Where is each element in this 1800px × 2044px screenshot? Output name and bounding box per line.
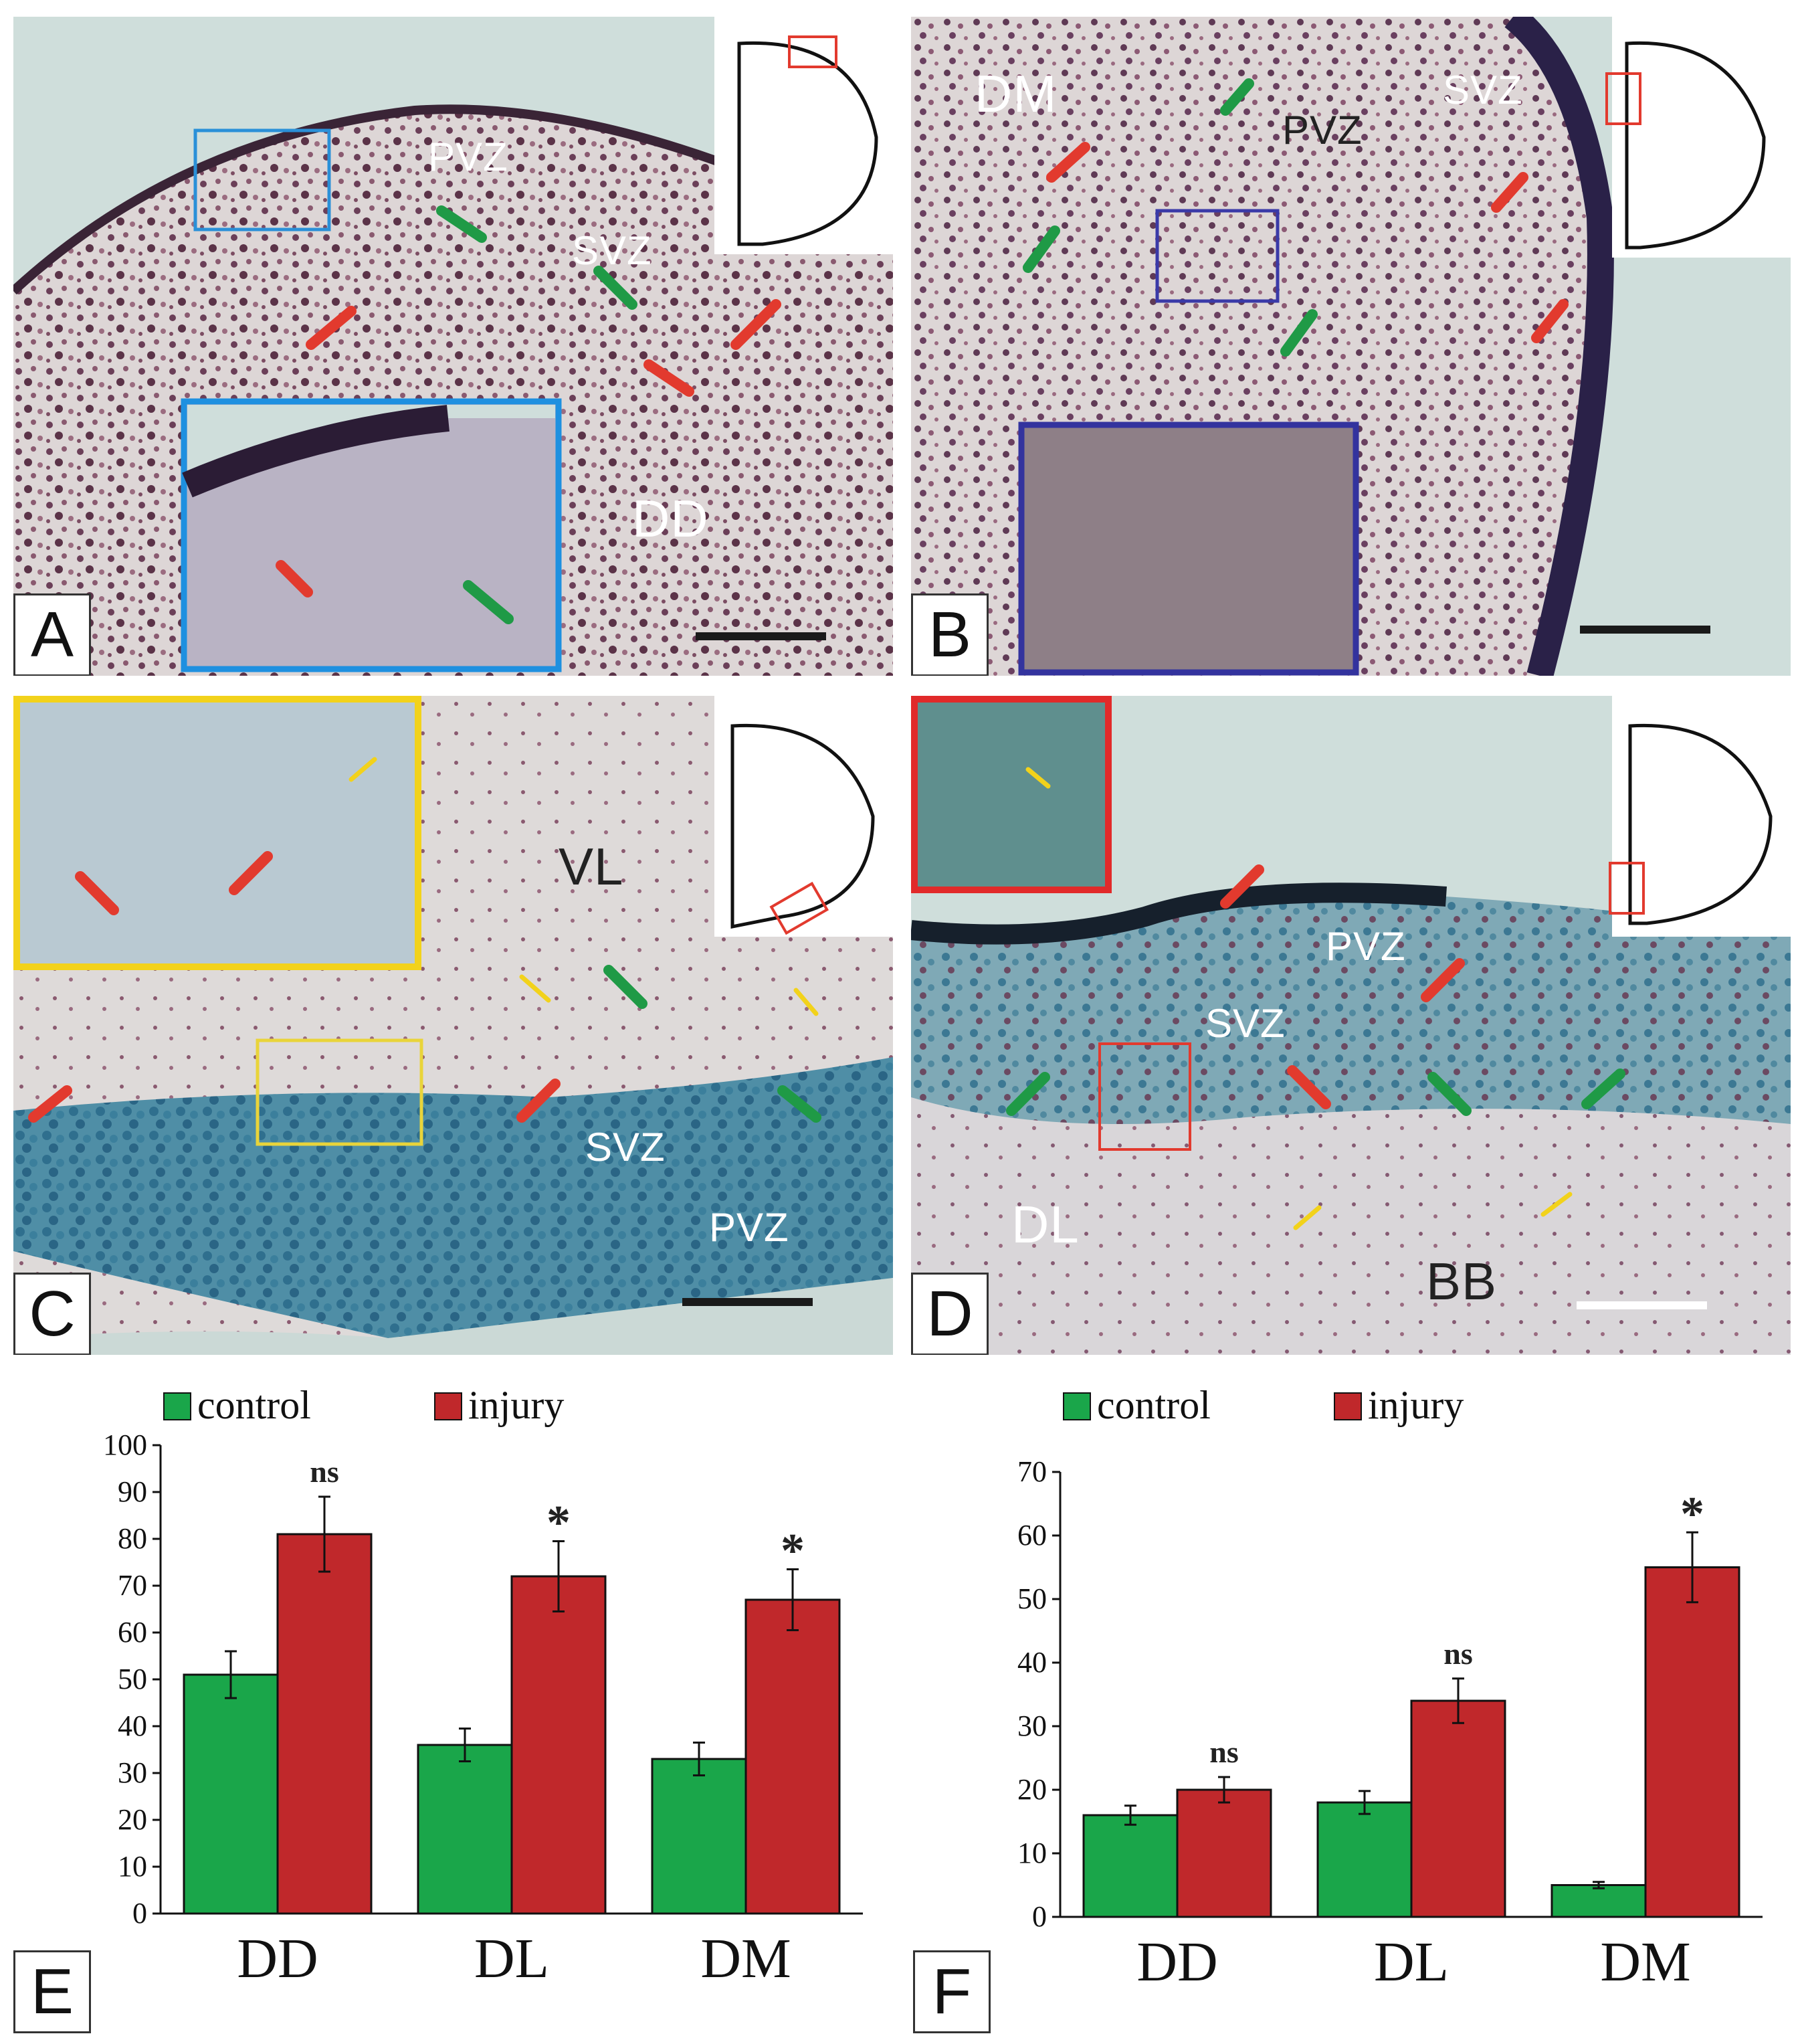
chart-f-ytick-label-4: 40 (1017, 1646, 1047, 1679)
chart-f-bar-control-DM (1551, 1884, 1647, 1918)
chart-f: 0 10 20 30 40 50 60 70 ns DD ns DL * DM control injury … (900, 1378, 1800, 2044)
tissue-section-a (13, 17, 893, 676)
chart-f-category-label-DD: DD (1136, 1931, 1217, 1993)
chart-e-ytick-label-7: 70 (118, 1569, 147, 1602)
label-pvz-b: PVZ (1282, 108, 1363, 153)
chart-e-legend-swatch-injury (434, 1392, 462, 1420)
micrograph-panel-b: DM PVZ SVZ B (911, 17, 1791, 676)
chart-e-annotation-DM: * (781, 1524, 805, 1578)
chart-f-annotation-DM: * (1680, 1487, 1704, 1540)
chart-f-bar-injury-DM (1644, 1566, 1740, 1918)
chart-e-bar-injury-DD (276, 1533, 373, 1915)
label-svz-b: SVZ (1443, 68, 1523, 112)
chart-e-ytick-label-6: 60 (118, 1616, 147, 1649)
chart-f-bar-injury-DD (1176, 1788, 1272, 1918)
label-svz-c: SVZ (585, 1125, 666, 1170)
tissue-section-d (911, 696, 1791, 1355)
label-pvz-a: PVZ (428, 134, 508, 179)
micrograph-panel-d: PVZ SVZ DL BB D (911, 696, 1791, 1355)
chart-e-category-label-DD: DD (237, 1928, 318, 1990)
label-pvz-d: PVZ (1326, 924, 1406, 969)
chart-f-ytick-label-0: 0 (1032, 1900, 1047, 1933)
chart-f-ytick-label-1: 10 (1017, 1837, 1047, 1869)
label-bb-d: BB (1426, 1252, 1498, 1311)
chart-e-svg: 0 10 20 30 40 50 60 70 80 90 100 ns DD * DL * DM control i… (103, 1383, 863, 1990)
chart-f-ytick-label-2: 20 (1017, 1773, 1047, 1806)
chart-e-category-label-DM: DM (700, 1928, 791, 1990)
chart-e-ytick-label-3: 30 (118, 1756, 147, 1789)
tissue-section-c (13, 696, 893, 1355)
chart-e-ytick-label-10: 100 (103, 1428, 147, 1461)
tissue-section-b (911, 17, 1791, 676)
panel-letter-e: E (13, 1950, 91, 2033)
chart-e-annotation-DL: * (546, 1496, 571, 1550)
label-svz-d: SVZ (1205, 1001, 1286, 1046)
panel-letter-a: A (13, 593, 91, 676)
chart-e-legend-swatch-control (163, 1392, 191, 1420)
chart-f-ytick-label-6: 60 (1017, 1519, 1047, 1552)
chart-e-bar-injury-DM (744, 1598, 841, 1915)
panel-letter-d: D (911, 1273, 989, 1355)
chart-e-legend-label-control: control (197, 1383, 311, 1427)
label-dd-a: DD (632, 489, 709, 548)
chart-f-category-label-DM: DM (1600, 1931, 1690, 1993)
chart-f-legend-swatch-injury (1334, 1392, 1362, 1420)
panel-letter-f: F (913, 1950, 991, 2033)
chart-f-bar-injury-DL (1410, 1699, 1506, 1918)
scale-bar-c (682, 1298, 813, 1306)
chart-e-ytick-label-1: 10 (118, 1850, 147, 1883)
chart-e-ytick-label-9: 90 (118, 1475, 147, 1508)
chart-f-svg: 0 10 20 30 40 50 60 70 ns DD ns DL * DM control injury (1017, 1383, 1763, 1993)
scale-bar-a (696, 632, 826, 640)
chart-f-legend-label-injury: injury (1368, 1383, 1464, 1427)
chart-e-ytick-label-2: 20 (118, 1803, 147, 1836)
chart-e-annotation-DD: ns (310, 1455, 338, 1489)
chart-e-bar-control-DL (417, 1744, 513, 1915)
micrograph-panel-a: PVZ SVZ DD A (13, 17, 893, 676)
chart-e-ytick-label-4: 40 (118, 1709, 147, 1742)
chart-f-bar-control-DD (1082, 1814, 1179, 1918)
chart-e-bar-injury-DL (510, 1575, 607, 1915)
scale-bar-b (1580, 626, 1710, 634)
label-dm-b: DM (975, 64, 1058, 123)
chart-e-ytick-label-0: 0 (132, 1897, 147, 1930)
micrograph-panel-c: VL SVZ PVZ C (13, 696, 893, 1355)
chart-f-ytick-label-5: 50 (1017, 1582, 1047, 1615)
chart-f-annotation-DL: ns (1443, 1637, 1472, 1671)
panel-letter-c: C (13, 1273, 91, 1355)
chart-f-legend-swatch-control (1063, 1392, 1091, 1420)
chart-f-legend-label-control: control (1097, 1383, 1211, 1427)
chart-f-ytick-label-3: 30 (1017, 1709, 1047, 1742)
chart-e-bar-control-DD (183, 1673, 279, 1915)
panel-letter-b: B (911, 593, 989, 676)
label-pvz-c: PVZ (709, 1205, 789, 1250)
chart-f-bar-control-DL (1316, 1801, 1413, 1918)
chart-f-ytick-label-7: 70 (1017, 1455, 1047, 1488)
scale-bar-d (1577, 1301, 1707, 1309)
chart-e-legend-label-injury: injury (468, 1383, 564, 1427)
chart-e-category-label-DL: DL (474, 1928, 549, 1990)
label-vl-c: VL (559, 837, 624, 896)
chart-e: 0 10 20 30 40 50 60 70 80 90 100 ns DD * DL * DM control i… (0, 1378, 900, 2044)
chart-f-annotation-DD: ns (1209, 1735, 1238, 1769)
chart-f-category-label-DL: DL (1374, 1931, 1449, 1993)
label-svz-a: SVZ (572, 228, 652, 273)
label-dl-d: DL (1011, 1195, 1080, 1254)
chart-e-ytick-label-8: 80 (118, 1522, 147, 1555)
chart-e-ytick-label-5: 50 (118, 1663, 147, 1695)
chart-e-bar-control-DM (651, 1758, 747, 1915)
